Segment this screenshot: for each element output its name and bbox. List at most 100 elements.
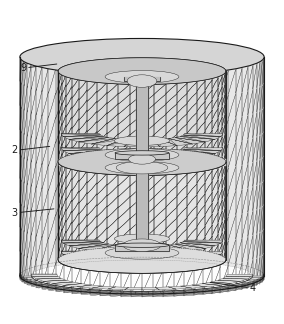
Ellipse shape xyxy=(58,247,226,273)
Polygon shape xyxy=(77,285,103,288)
Polygon shape xyxy=(169,244,205,250)
Polygon shape xyxy=(226,274,253,277)
Polygon shape xyxy=(169,255,205,262)
Polygon shape xyxy=(160,153,193,160)
Polygon shape xyxy=(63,135,104,139)
Text: 9: 9 xyxy=(20,63,57,73)
Polygon shape xyxy=(175,136,215,142)
Polygon shape xyxy=(160,138,193,145)
Ellipse shape xyxy=(114,136,170,145)
Polygon shape xyxy=(180,149,221,154)
Polygon shape xyxy=(151,139,177,147)
Polygon shape xyxy=(223,276,251,279)
Polygon shape xyxy=(58,162,226,273)
Polygon shape xyxy=(20,276,264,294)
Polygon shape xyxy=(151,246,177,253)
Polygon shape xyxy=(175,151,215,156)
Polygon shape xyxy=(151,257,177,264)
Ellipse shape xyxy=(124,75,160,79)
Polygon shape xyxy=(175,243,215,249)
Polygon shape xyxy=(58,71,226,175)
Ellipse shape xyxy=(116,161,168,174)
Polygon shape xyxy=(180,135,221,139)
Polygon shape xyxy=(142,246,160,253)
Polygon shape xyxy=(61,133,101,137)
Ellipse shape xyxy=(58,58,226,85)
Polygon shape xyxy=(91,153,124,160)
Polygon shape xyxy=(142,140,160,147)
Polygon shape xyxy=(202,282,232,285)
Polygon shape xyxy=(61,240,101,243)
Polygon shape xyxy=(92,286,116,289)
Polygon shape xyxy=(58,162,226,273)
Polygon shape xyxy=(160,256,193,263)
Polygon shape xyxy=(31,274,58,277)
Polygon shape xyxy=(142,154,160,161)
Text: 3: 3 xyxy=(11,208,54,218)
Ellipse shape xyxy=(58,58,226,85)
Polygon shape xyxy=(124,258,142,265)
Ellipse shape xyxy=(105,149,179,161)
Polygon shape xyxy=(69,243,109,249)
Polygon shape xyxy=(69,254,109,260)
Ellipse shape xyxy=(115,150,169,156)
Polygon shape xyxy=(211,280,241,284)
Polygon shape xyxy=(107,257,133,264)
Polygon shape xyxy=(107,139,133,147)
Polygon shape xyxy=(33,276,61,279)
Polygon shape xyxy=(107,246,133,253)
Polygon shape xyxy=(63,241,104,246)
Polygon shape xyxy=(61,251,101,254)
Polygon shape xyxy=(107,154,133,161)
Polygon shape xyxy=(37,278,66,281)
Polygon shape xyxy=(79,137,115,144)
Polygon shape xyxy=(168,286,192,289)
Ellipse shape xyxy=(58,247,226,273)
Polygon shape xyxy=(63,149,104,154)
Ellipse shape xyxy=(123,239,161,251)
Polygon shape xyxy=(63,253,104,257)
Polygon shape xyxy=(155,287,176,290)
Polygon shape xyxy=(91,256,124,263)
Polygon shape xyxy=(124,140,142,147)
Ellipse shape xyxy=(22,258,262,294)
Ellipse shape xyxy=(105,247,179,259)
Polygon shape xyxy=(125,287,142,290)
Polygon shape xyxy=(108,287,129,290)
Ellipse shape xyxy=(128,154,156,164)
Polygon shape xyxy=(52,282,82,285)
Polygon shape xyxy=(43,280,73,284)
Text: 4: 4 xyxy=(210,283,256,293)
Text: 2: 2 xyxy=(11,145,50,156)
Polygon shape xyxy=(183,240,223,243)
Polygon shape xyxy=(218,278,247,281)
Polygon shape xyxy=(64,284,92,287)
Ellipse shape xyxy=(58,149,226,175)
Ellipse shape xyxy=(114,234,170,243)
Polygon shape xyxy=(175,254,215,260)
Polygon shape xyxy=(124,154,142,161)
Polygon shape xyxy=(181,285,207,288)
Polygon shape xyxy=(79,255,115,262)
Polygon shape xyxy=(151,154,177,161)
Polygon shape xyxy=(58,71,226,175)
Polygon shape xyxy=(124,246,142,253)
Polygon shape xyxy=(69,151,109,156)
Polygon shape xyxy=(169,152,205,158)
Polygon shape xyxy=(31,260,253,291)
Polygon shape xyxy=(20,57,264,294)
Ellipse shape xyxy=(127,75,157,87)
Polygon shape xyxy=(61,148,101,151)
Polygon shape xyxy=(192,284,220,287)
Polygon shape xyxy=(183,133,223,137)
Polygon shape xyxy=(160,245,193,252)
Ellipse shape xyxy=(115,151,169,155)
Polygon shape xyxy=(169,137,205,144)
Polygon shape xyxy=(183,148,223,151)
Ellipse shape xyxy=(105,71,179,83)
Polygon shape xyxy=(91,138,124,145)
Polygon shape xyxy=(142,258,160,265)
Polygon shape xyxy=(91,245,124,252)
Polygon shape xyxy=(180,253,221,257)
Ellipse shape xyxy=(115,243,169,248)
